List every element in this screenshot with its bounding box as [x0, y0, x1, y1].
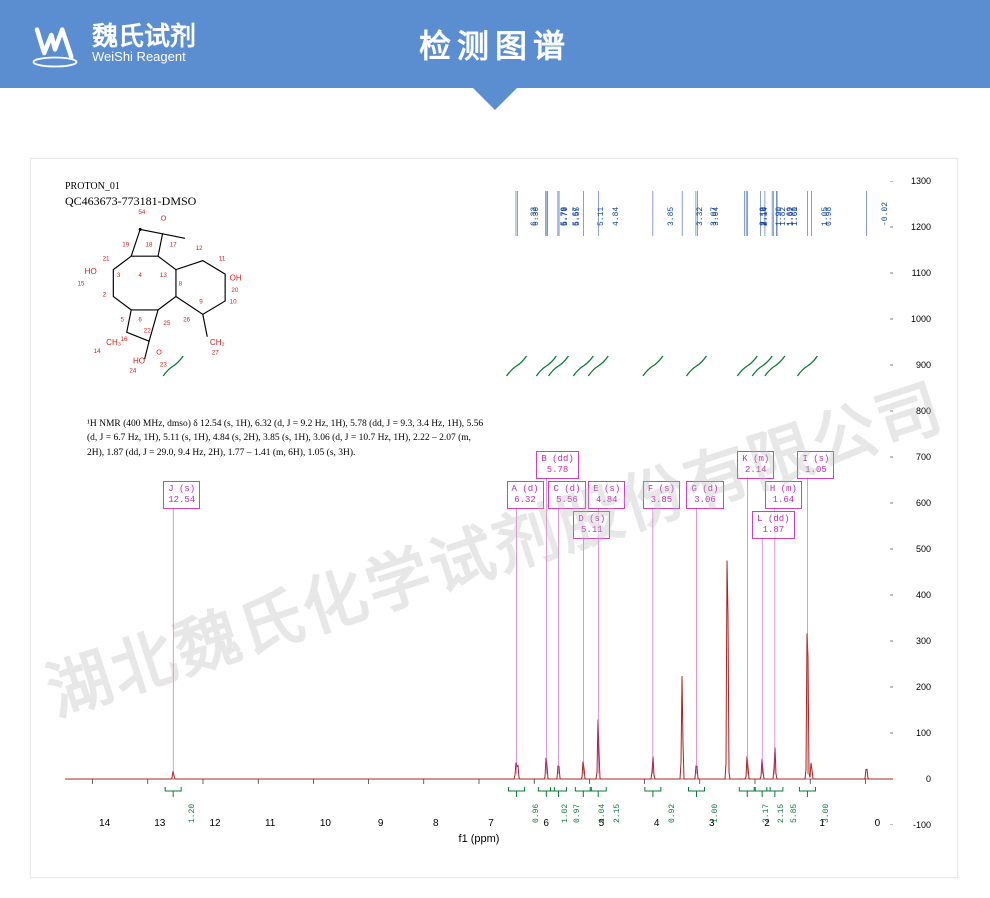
spectrum-plot: f1 (ppm) 14131211109876543210-1000100200…	[65, 181, 893, 825]
integral-value: 2.15	[613, 804, 622, 823]
y-tick: 900	[916, 360, 931, 370]
y-tick: 200	[916, 682, 931, 692]
y-tick: 500	[916, 544, 931, 554]
y-tick: -100	[913, 820, 931, 830]
y-tick: 800	[916, 406, 931, 416]
peak-box-C: C (d)5.56	[548, 481, 585, 509]
peak-label: 5.76	[561, 207, 570, 226]
y-tick: 0	[926, 774, 931, 784]
y-tick: 100	[916, 728, 931, 738]
x-tick: 14	[99, 818, 110, 829]
x-tick: 4	[654, 818, 660, 829]
integral-value: 0.92	[668, 804, 677, 823]
integral-value: 0.97	[573, 804, 582, 823]
peak-label: 1.60	[791, 207, 800, 226]
peak-label: 3.04	[712, 207, 721, 226]
peak-box-F: F (s)3.85	[643, 481, 680, 509]
chart-frame: 湖北魏氏化学试剂股份有限公司 PROTON_01 QC463673-773181…	[30, 158, 958, 878]
peak-box-J: J (s)12.54	[163, 481, 200, 509]
y-tick: 300	[916, 636, 931, 646]
y-tick: 1100	[912, 268, 931, 278]
header-arrow	[473, 88, 517, 110]
x-tick: 11	[265, 818, 275, 829]
x-tick: 0	[875, 818, 881, 829]
peak-box-D: D (s)5.11	[573, 511, 610, 539]
nmr-chart: 湖北魏氏化学试剂股份有限公司 PROTON_01 QC463673-773181…	[53, 181, 935, 855]
integral-value: 0.96	[532, 804, 541, 823]
x-axis-label: f1 (ppm)	[459, 833, 500, 845]
peak-box-B: B (dd)5.78	[536, 451, 578, 479]
peak-label: 5.55	[573, 207, 582, 226]
peak-box-E: E (s)4.84	[588, 481, 625, 509]
logo-icon	[28, 17, 82, 71]
y-tick: 400	[916, 590, 931, 600]
y-tick: 1200	[911, 222, 931, 232]
peak-box-L: L (dd)1.87	[752, 511, 794, 539]
peak-box-I: I (s)1.05	[797, 451, 834, 479]
x-tick: 7	[488, 818, 494, 829]
x-tick: 13	[154, 818, 165, 829]
x-tick: 12	[209, 818, 220, 829]
integral-value: 1.04	[598, 804, 607, 823]
integral-value: 1.20	[188, 804, 197, 823]
peak-label: -0.02	[881, 202, 890, 226]
x-tick: 6	[543, 818, 549, 829]
page-title: 检测图谱	[419, 21, 571, 67]
peak-label: 6.30	[532, 207, 541, 226]
peak-box-H: H (m)1.64	[765, 481, 802, 509]
y-tick: 1000	[911, 314, 931, 324]
logo: 魏氏试剂 WeiShi Reagent	[28, 17, 196, 71]
peak-label: 3.32	[696, 207, 705, 226]
integral-value: 3.00	[822, 804, 831, 823]
integral-value: 2.17	[762, 804, 771, 823]
y-tick: 600	[916, 498, 931, 508]
peak-label: 0.98	[825, 207, 834, 226]
peak-box-G: G (d)3.06	[686, 481, 723, 509]
peak-label: 4.84	[612, 207, 621, 226]
peak-box-A: A (d)6.32	[507, 481, 544, 509]
x-tick: 8	[433, 818, 439, 829]
integral-value: 1.02	[561, 804, 570, 823]
integral-value: 2.15	[777, 804, 786, 823]
y-tick: 700	[916, 452, 931, 462]
peak-label: 2.14	[761, 207, 770, 226]
peak-label: 5.11	[597, 207, 606, 226]
logo-en: WeiShi Reagent	[92, 49, 196, 66]
y-tick: 1300	[911, 176, 931, 186]
peak-box-K: K (m)2.14	[737, 451, 774, 479]
peak-label: 3.85	[667, 207, 676, 226]
x-tick: 9	[378, 818, 384, 829]
logo-cn: 魏氏试剂	[92, 23, 196, 49]
header: 魏氏试剂 WeiShi Reagent 检测图谱	[0, 0, 990, 88]
x-tick: 10	[320, 818, 331, 829]
integral-value: 5.85	[790, 804, 799, 823]
integral-value: 1.00	[711, 804, 720, 823]
